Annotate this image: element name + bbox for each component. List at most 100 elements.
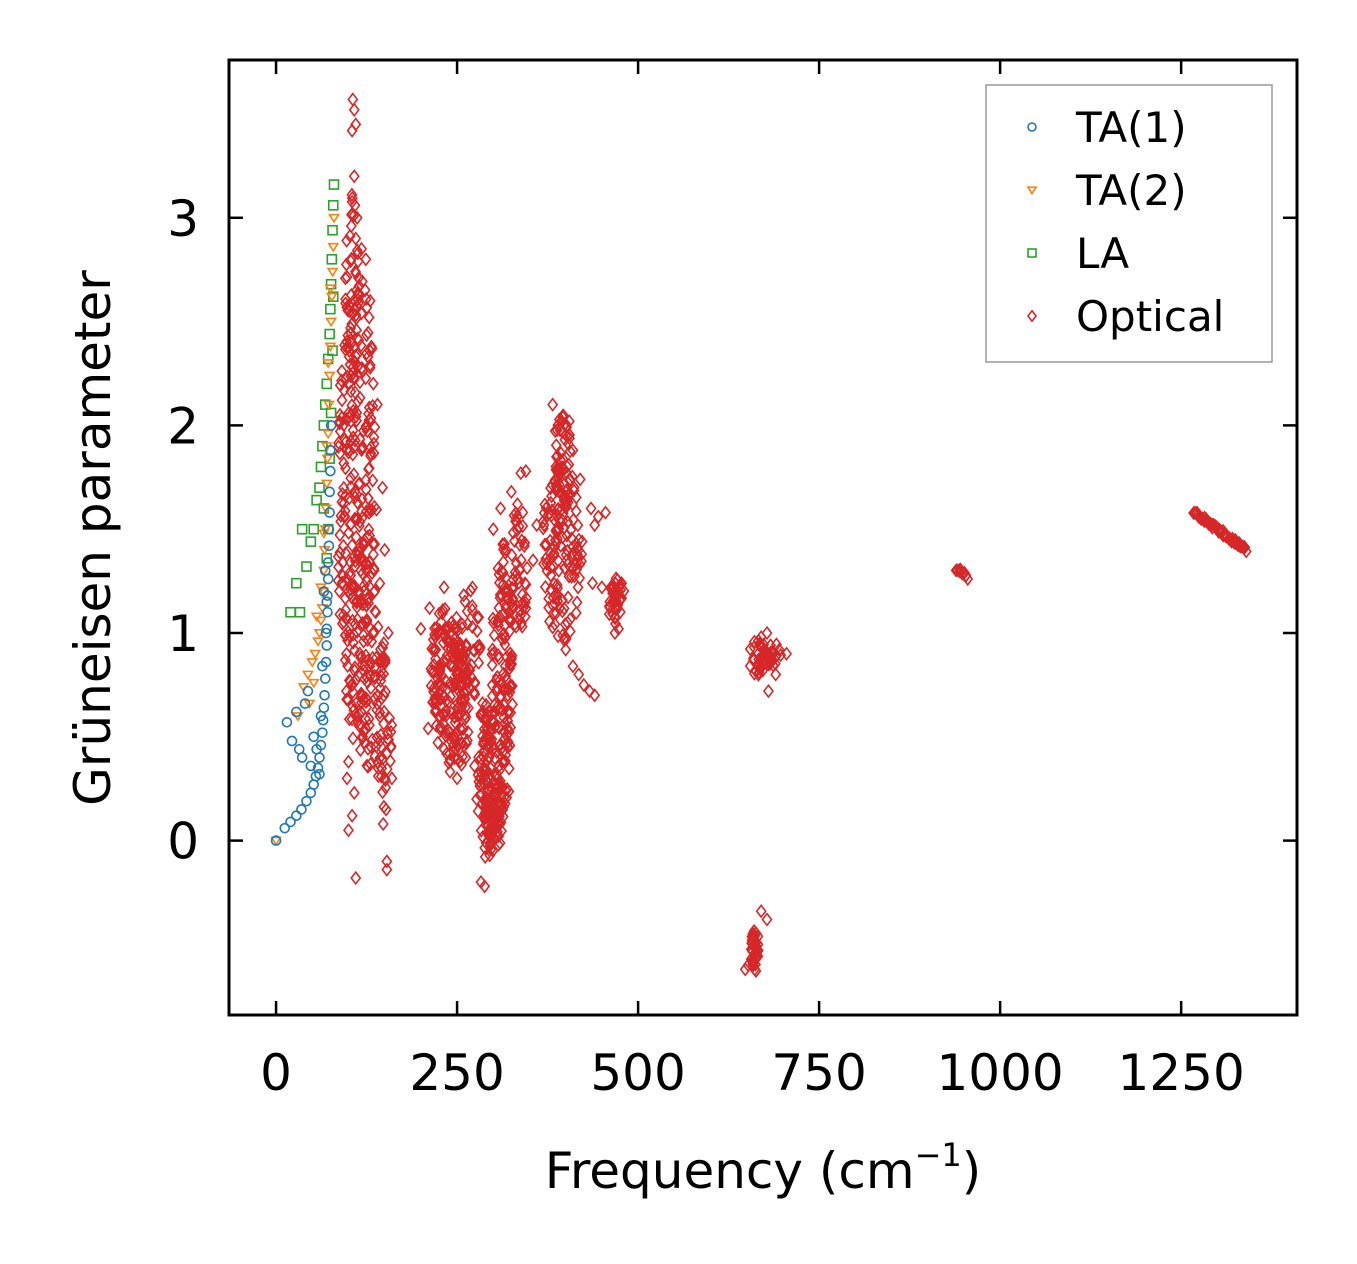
point-optical — [568, 480, 580, 495]
point-optical — [537, 514, 549, 529]
point-ta-1- — [296, 804, 307, 815]
point-optical — [560, 642, 572, 657]
point-optical — [339, 488, 351, 504]
point-ta-1- — [301, 795, 312, 807]
point-optical — [552, 501, 564, 517]
point-optical — [375, 663, 387, 679]
point-optical — [471, 623, 483, 639]
axis-ticks: 0 250 500 750 1000 1250 0 1 2 3 — [167, 60, 1297, 1102]
point-optical — [340, 296, 352, 311]
point-optical — [377, 816, 389, 832]
point-optical — [508, 508, 520, 523]
point-optical — [365, 440, 377, 455]
point-optical — [376, 480, 389, 495]
point-optical — [370, 605, 382, 620]
point-optical — [334, 446, 346, 461]
point-optical — [515, 465, 527, 481]
point-optical — [374, 705, 386, 720]
point-optical — [349, 660, 361, 675]
point-optical — [449, 742, 461, 758]
x-tick-label: 250 — [409, 1044, 504, 1102]
point-optical — [339, 652, 351, 668]
point-optical — [487, 804, 499, 819]
point-optical — [547, 598, 559, 613]
point-optical — [474, 787, 486, 803]
point-optical — [498, 626, 510, 642]
point-optical — [613, 621, 625, 637]
point-optical — [376, 651, 388, 666]
point-optical — [484, 848, 496, 863]
point-optical — [352, 292, 364, 307]
point-la — [324, 328, 335, 340]
point-optical — [385, 740, 397, 755]
point-optical — [506, 678, 518, 694]
point-optical — [507, 591, 519, 606]
point-ta-1- — [320, 673, 331, 684]
point-optical — [367, 376, 379, 391]
point-la — [296, 523, 308, 535]
point-optical — [345, 218, 357, 234]
point-optical — [488, 819, 500, 834]
point-optical — [364, 659, 376, 674]
point-optical — [336, 576, 348, 592]
point-optical — [367, 398, 379, 414]
point-ta-1- — [281, 716, 293, 728]
point-optical — [515, 616, 527, 631]
y-tick-label: 0 — [167, 813, 199, 871]
point-optical — [386, 717, 398, 733]
point-optical — [549, 473, 561, 488]
point-optical — [476, 728, 489, 744]
point-optical — [567, 659, 579, 674]
point-optical — [752, 929, 764, 944]
point-optical — [513, 519, 525, 534]
point-optical — [468, 643, 481, 658]
point-optical — [352, 512, 364, 527]
legend-label: TA(2) — [1075, 166, 1187, 215]
point-optical — [486, 826, 498, 841]
point-optical — [561, 528, 573, 543]
point-optical — [574, 472, 586, 487]
legend-items: TA(1) TA(2) LA Optical — [1026, 103, 1224, 341]
point-optical — [487, 642, 499, 657]
point-optical — [479, 849, 491, 865]
point-optical — [752, 943, 764, 958]
point-optical — [586, 576, 598, 591]
point-optical — [499, 637, 511, 652]
point-optical — [444, 764, 456, 779]
point-optical — [345, 369, 357, 384]
point-optical — [479, 879, 491, 894]
point-optical — [344, 443, 356, 458]
point-optical — [338, 456, 350, 471]
point-optical — [345, 578, 357, 594]
point-optical — [355, 718, 367, 733]
point-optical — [507, 525, 519, 540]
point-optical — [439, 601, 451, 617]
point-optical — [551, 448, 564, 464]
point-optical — [363, 406, 375, 422]
point-optical — [365, 446, 377, 461]
point-optical — [363, 619, 375, 635]
point-la — [308, 523, 320, 535]
point-optical — [451, 666, 463, 681]
point-optical — [382, 625, 394, 641]
point-optical — [500, 728, 512, 743]
point-optical — [346, 677, 359, 692]
point-optical — [363, 522, 375, 537]
point-optical — [353, 477, 365, 492]
point-optical — [347, 731, 359, 746]
point-optical — [562, 615, 574, 630]
point-ta-2- — [321, 454, 334, 465]
point-optical — [415, 621, 427, 637]
point-optical — [444, 753, 457, 769]
point-optical — [341, 269, 353, 285]
point-optical — [366, 634, 378, 649]
point-optical — [447, 731, 459, 746]
point-optical — [462, 616, 474, 632]
point-optical — [491, 680, 503, 695]
point-optical — [363, 711, 375, 726]
point-optical — [349, 558, 361, 574]
point-optical — [355, 650, 367, 665]
point-optical — [493, 759, 505, 774]
point-optical — [348, 785, 360, 801]
point-optical — [338, 417, 350, 433]
